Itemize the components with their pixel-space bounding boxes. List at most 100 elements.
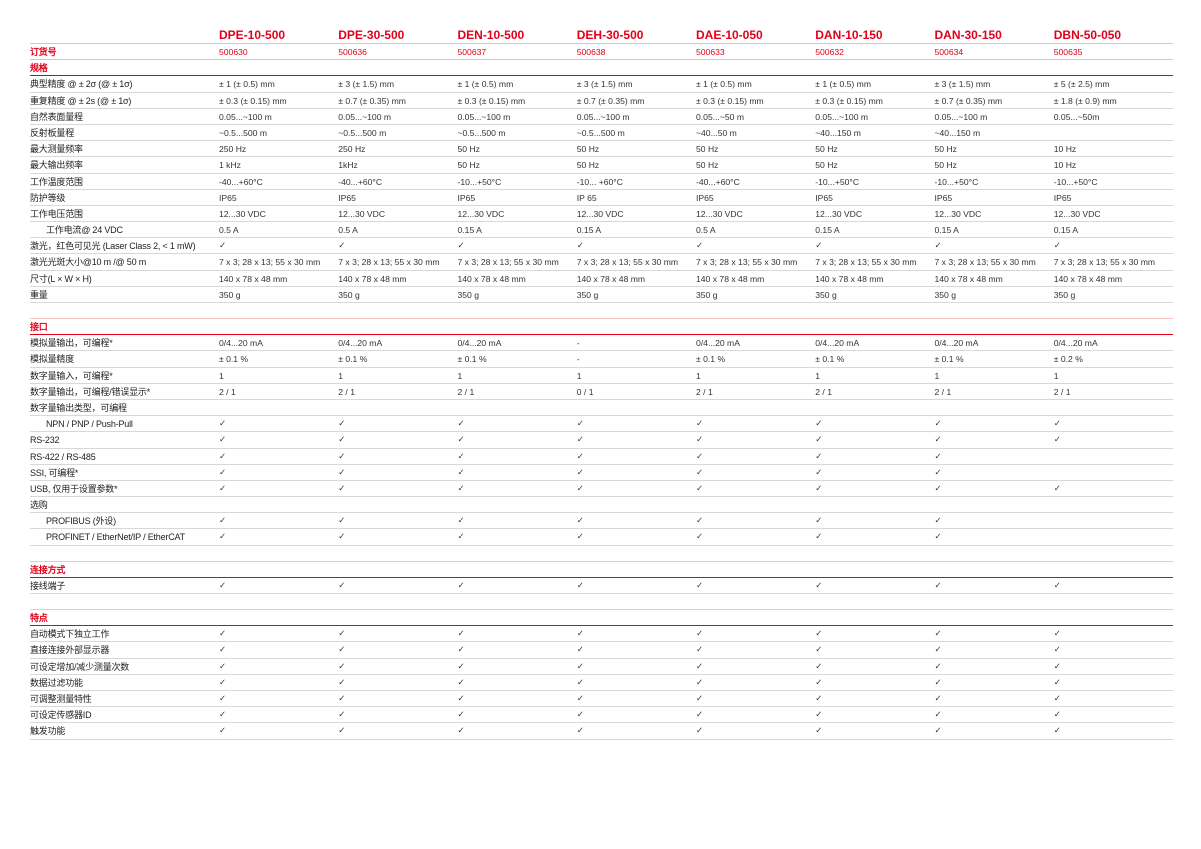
check-icon: ✓ <box>934 483 942 494</box>
check-icon: ✓ <box>338 483 346 494</box>
cell-value: ± 1 (± 0.5) mm <box>696 79 752 90</box>
cell-value: ± 5 (± 2.5) mm <box>1053 79 1110 90</box>
check-icon: ✓ <box>934 435 942 446</box>
table-row: 重量 350 g 350 g 350 g 350 g 350 g 350 g 350 g 350… <box>30 287 1173 303</box>
check-icon: ✓ <box>338 629 346 640</box>
cell-value: ± 0.1 % <box>219 354 249 365</box>
row-label: 尺寸(L × W × H) <box>30 273 92 284</box>
cell-value: 0.15 A <box>934 225 959 236</box>
cell-value: 2 / 1 <box>1053 386 1071 397</box>
table-row: PROFINET / EtherNet/IP / EtherCAT ✓ ✓ ✓ ✓ ✓ ✓ ✓ <box>30 529 1173 546</box>
check-icon: ✓ <box>576 726 584 737</box>
cell-value: 140 x 78 x 48 mm <box>576 273 646 284</box>
row-label: 工作电流@ 24 VDC <box>46 225 123 236</box>
cell-value: 50 Hz <box>696 160 719 171</box>
cell-value: IP65 <box>696 192 714 203</box>
order-number: 500633 <box>696 47 725 57</box>
check-icon: ✓ <box>934 467 942 478</box>
check-icon: ✓ <box>696 710 704 721</box>
check-icon: ✓ <box>576 467 584 478</box>
check-icon: ✓ <box>219 726 227 737</box>
order-number-row: 订货号 500630 500636 500637 500638 500633 500632… <box>30 44 1173 61</box>
cell-value: 0.05...~100 m <box>576 111 630 122</box>
table-row: 选购 <box>30 497 1173 514</box>
cell-value: ± 0.1 % <box>696 354 726 365</box>
cell-value: 50 Hz <box>815 160 838 171</box>
cell-value: 0 / 1 <box>576 386 594 397</box>
cell-value: 0.15 A <box>815 225 840 236</box>
cell-value: 0.05...~50m <box>1053 111 1100 122</box>
check-icon: ✓ <box>457 419 465 430</box>
cell-value <box>219 400 338 415</box>
cell-value: 50 Hz <box>696 144 719 155</box>
check-icon: ✓ <box>696 483 704 494</box>
table-row: 最大测量频率 250 Hz 250 Hz 50 Hz 50 Hz 50 Hz 50 Hz 50… <box>30 141 1173 158</box>
check-icon: ✓ <box>1053 241 1061 252</box>
check-icon: ✓ <box>338 661 346 672</box>
cell-value: 12...30 VDC <box>338 208 386 219</box>
cell-value: 0.15 A <box>1053 225 1079 236</box>
row-label: USB, 仅用于设置参数* <box>30 483 118 494</box>
check-icon: ✓ <box>815 710 823 721</box>
cell-value: 350 g <box>576 289 599 300</box>
check-icon: ✓ <box>219 580 227 591</box>
check-icon: ✓ <box>457 645 465 656</box>
check-icon: ✓ <box>934 532 942 543</box>
cell-value <box>935 400 1054 415</box>
cell-value: 1 <box>576 370 582 381</box>
model-name: DEN-10-500 <box>457 28 525 42</box>
cell-value: 12...30 VDC <box>576 208 624 219</box>
table-row: 典型精度 @ ± 2σ (@ ± 1σ) ± 1 (± 0.5) mm ± 3 (±… <box>30 76 1173 93</box>
cell-value: 1 <box>815 370 821 381</box>
check-icon: ✓ <box>457 677 465 688</box>
cell-value: 50 Hz <box>934 144 957 155</box>
row-label: 数字量输出类型，可编程 <box>30 402 127 413</box>
cell-value: 50 Hz <box>457 144 480 155</box>
cell-value <box>458 400 577 415</box>
cell-value: 140 x 78 x 48 mm <box>934 273 1003 284</box>
table-row: 尺寸(L × W × H) 140 x 78 x 48 mm 140 x 78 x … <box>30 271 1173 287</box>
cell-value: ± 0.1 % <box>815 354 845 365</box>
cell-value: 350 g <box>1053 289 1076 300</box>
cell-value: 12...30 VDC <box>815 208 863 219</box>
cell-value: ~0.5...500 m <box>457 127 506 138</box>
section-spacer <box>30 546 1173 562</box>
cell-value <box>577 497 696 512</box>
check-icon: ✓ <box>338 580 346 591</box>
cell-value: ± 1 (± 0.5) mm <box>457 79 514 90</box>
check-icon: ✓ <box>815 677 823 688</box>
check-icon: ✓ <box>934 451 942 462</box>
check-icon: ✓ <box>815 467 823 478</box>
cell-value: 7 x 3; 28 x 13; 55 x 30 mm <box>219 257 321 268</box>
cell-value: 10 Hz <box>1053 160 1077 171</box>
check-icon: ✓ <box>219 661 227 672</box>
row-label: 反射板量程 <box>30 127 75 138</box>
cell-value: IP65 <box>934 192 953 203</box>
check-icon: ✓ <box>576 516 584 527</box>
cell-value <box>815 400 934 415</box>
check-icon: ✓ <box>219 241 227 252</box>
check-icon: ✓ <box>576 435 584 446</box>
check-icon: ✓ <box>338 419 346 430</box>
cell-value: -10...+50°C <box>457 176 502 187</box>
check-icon: ✓ <box>815 693 823 704</box>
check-icon: ✓ <box>934 645 942 656</box>
check-icon: ✓ <box>457 451 465 462</box>
cell-value: ± 0.7 (± 0.35) mm <box>576 95 645 106</box>
table-row: PROFIBUS (外设) ✓ ✓ ✓ ✓ ✓ ✓ ✓ <box>30 513 1173 530</box>
row-label: 激光光斑大小@10 m /@ 50 m <box>30 257 146 268</box>
check-icon: ✓ <box>696 677 704 688</box>
check-icon: ✓ <box>696 419 704 430</box>
cell-value: ± 0.3 (± 0.15) mm <box>815 95 883 106</box>
check-icon: ✓ <box>696 451 704 462</box>
cell-value: ~40...50 m <box>696 127 737 138</box>
check-icon: ✓ <box>696 435 704 446</box>
cell-value: 0.05...~100 m <box>338 111 392 122</box>
cell-value: 0/4...20 mA <box>934 338 979 349</box>
table-row: 数据过滤功能 ✓ ✓ ✓ ✓ ✓ ✓ ✓ ✓ <box>30 675 1173 691</box>
check-icon: ✓ <box>815 435 823 446</box>
cell-value: 12...30 VDC <box>219 208 266 219</box>
row-label: 最大输出频率 <box>30 160 83 171</box>
check-icon: ✓ <box>338 693 346 704</box>
cell-value: 140 x 78 x 48 mm <box>338 273 407 284</box>
